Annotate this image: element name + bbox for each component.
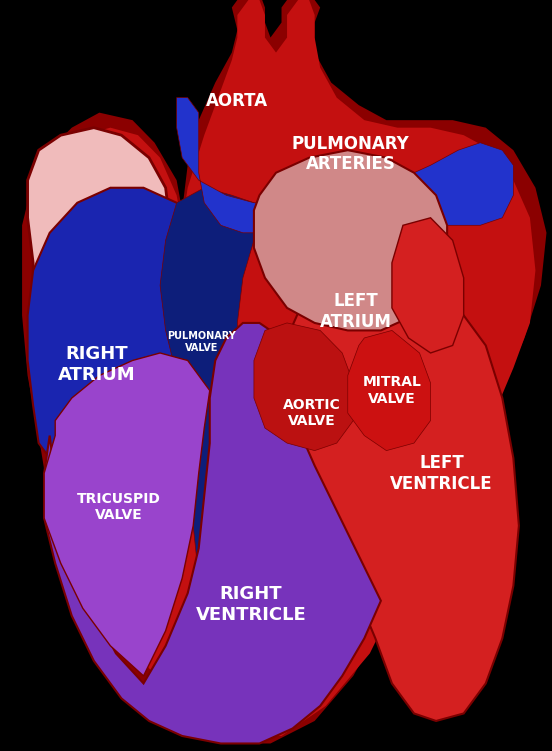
Polygon shape bbox=[254, 150, 447, 330]
Polygon shape bbox=[348, 330, 431, 451]
Polygon shape bbox=[254, 323, 353, 451]
Polygon shape bbox=[392, 218, 464, 353]
Polygon shape bbox=[44, 353, 210, 676]
Text: AORTIC
VALVE: AORTIC VALVE bbox=[283, 398, 341, 428]
Text: TRICUSPID
VALVE: TRICUSPID VALVE bbox=[77, 492, 161, 522]
Polygon shape bbox=[33, 0, 535, 736]
Polygon shape bbox=[28, 128, 171, 368]
Text: RIGHT
VENTRICLE: RIGHT VENTRICLE bbox=[196, 585, 306, 624]
Text: AORTA: AORTA bbox=[206, 92, 268, 110]
Text: PULMONARY
ARTERIES: PULMONARY ARTERIES bbox=[291, 134, 410, 173]
Polygon shape bbox=[177, 98, 513, 233]
Polygon shape bbox=[160, 188, 282, 691]
Text: LEFT
VENTRICLE: LEFT VENTRICLE bbox=[390, 454, 493, 493]
Text: MITRAL
VALVE: MITRAL VALVE bbox=[363, 376, 421, 406]
Polygon shape bbox=[28, 188, 226, 488]
Polygon shape bbox=[44, 323, 381, 743]
Polygon shape bbox=[282, 263, 519, 721]
Polygon shape bbox=[22, 0, 546, 743]
Text: LEFT
ATRIUM: LEFT ATRIUM bbox=[320, 292, 392, 331]
Text: PULMONARY
VALVE: PULMONARY VALVE bbox=[167, 331, 236, 352]
Text: RIGHT
ATRIUM: RIGHT ATRIUM bbox=[58, 345, 135, 384]
